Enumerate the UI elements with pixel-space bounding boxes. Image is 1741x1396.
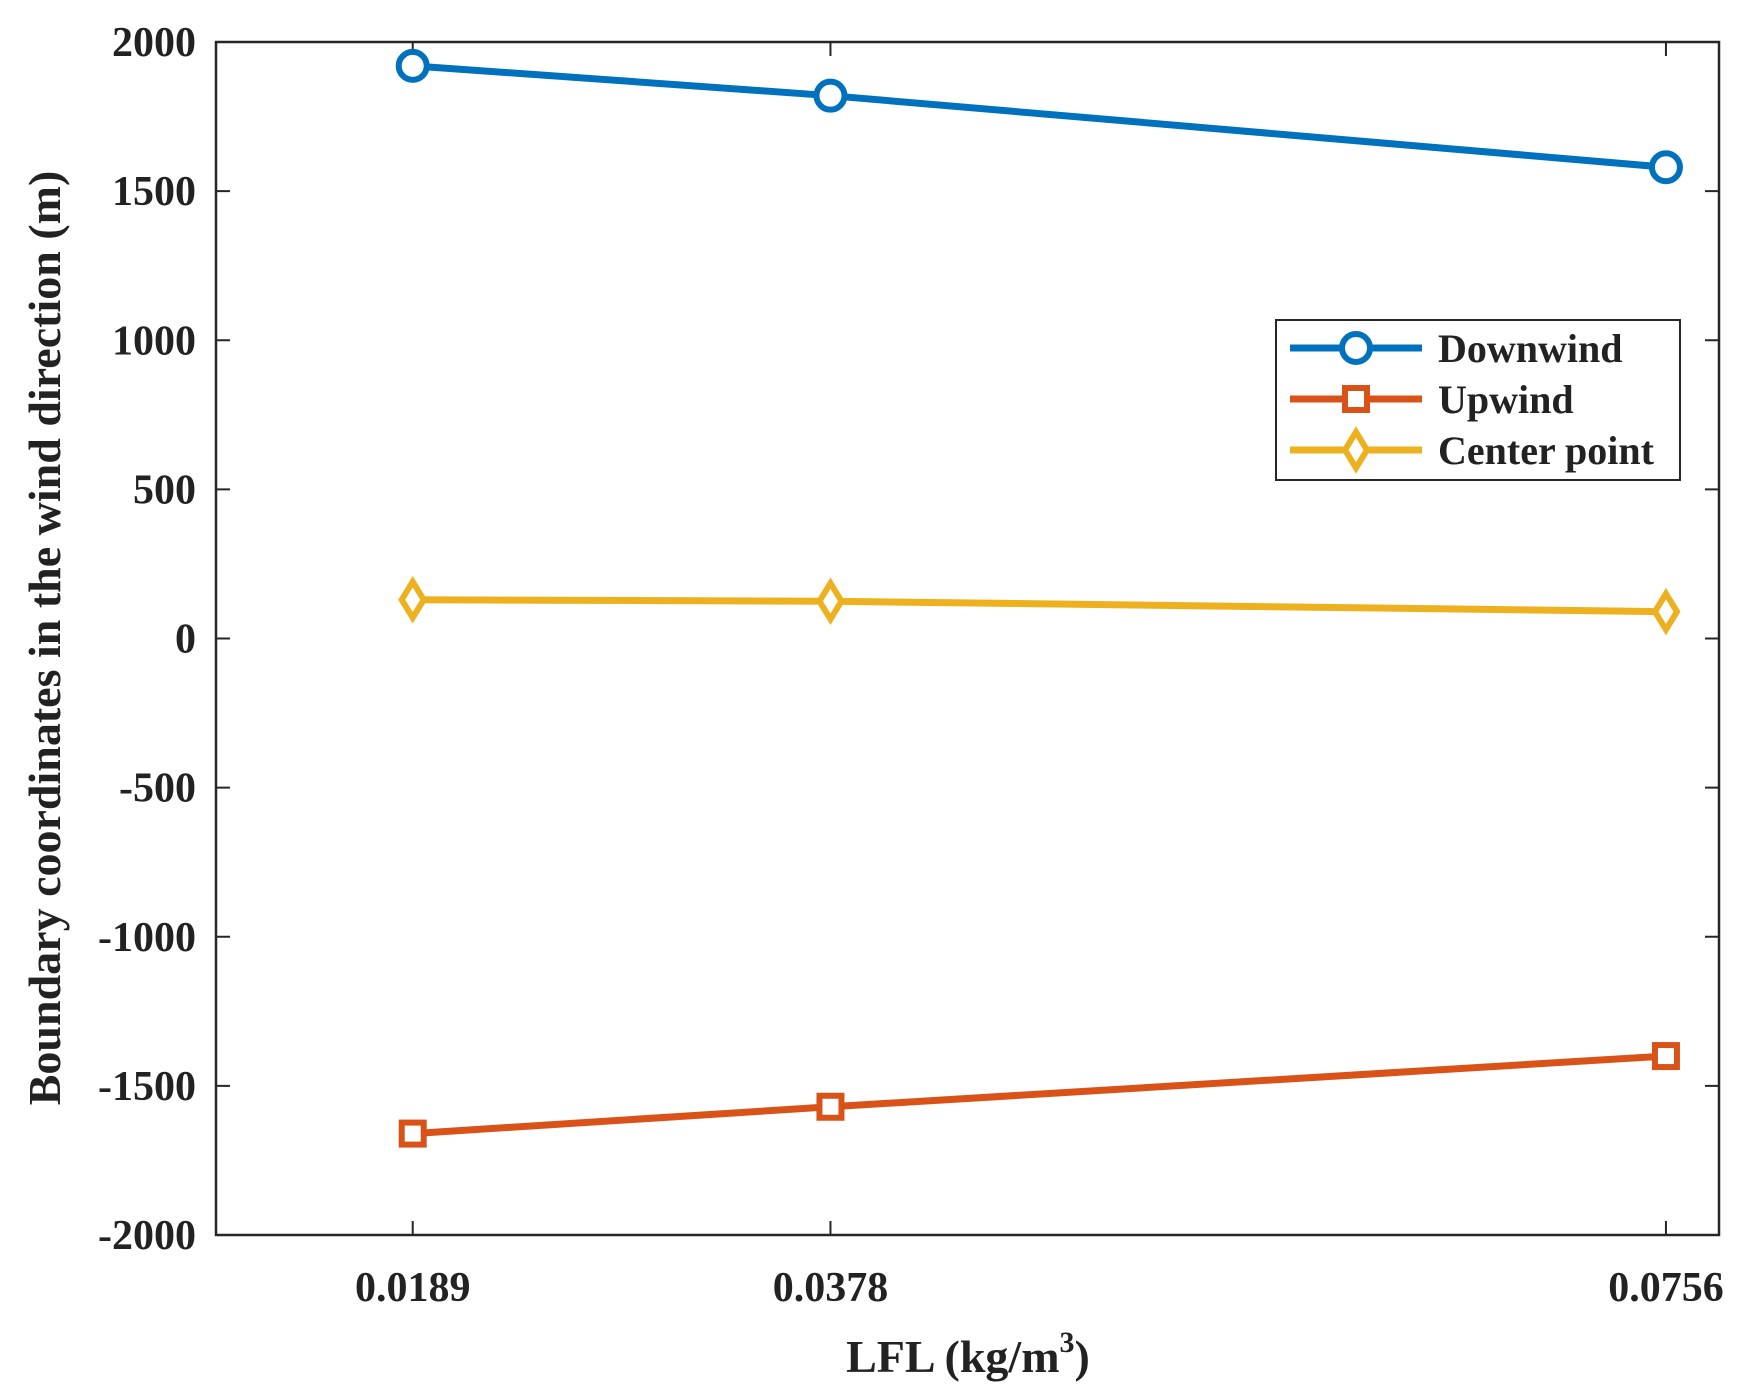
y-tick-label: -500 [119, 766, 196, 812]
y-tick-label: 2000 [112, 20, 196, 66]
data-point-upwind [398, 1119, 427, 1148]
y-tick-label: 1500 [112, 169, 196, 215]
legend-item-center-point: Center point [1290, 426, 1655, 474]
x-axis-label: LFL (kg/m3) [846, 1326, 1090, 1382]
x-tick-label: 0.0189 [355, 1265, 471, 1311]
series-layer [395, 48, 1683, 1148]
legend-label: Downwind [1438, 326, 1623, 371]
y-axis-label: Boundary coordinates in the wind directi… [19, 171, 70, 1106]
plot-area [214, 40, 1721, 1237]
y-tick-label: -2000 [98, 1213, 196, 1259]
legend-label: Center point [1438, 428, 1655, 473]
legend: Downwind Upwind Center point [1275, 319, 1681, 481]
y-tick-label: 500 [133, 467, 196, 513]
data-point-center-point [815, 577, 845, 625]
data-point-upwind [816, 1092, 845, 1121]
data-point-downwind [395, 48, 430, 83]
data-point-center-point [398, 575, 428, 624]
series-upwind [398, 1042, 1680, 1148]
y-tick-label: -1500 [98, 1064, 196, 1110]
legend-marker-diamond [1341, 426, 1371, 474]
data-point-center-point [1651, 587, 1681, 636]
series-center-point [398, 575, 1681, 636]
x-tick-label: 0.0378 [773, 1265, 889, 1311]
series-downwind [395, 48, 1683, 185]
y-tick-label: -1000 [98, 915, 196, 961]
data-point-downwind [1648, 150, 1683, 185]
x-axis: 0.0189 0.0378 0.0756 [355, 42, 1724, 1311]
data-point-downwind [813, 78, 848, 113]
y-tick-label: 1000 [112, 318, 196, 364]
legend-marker-square [1342, 385, 1370, 413]
legend-item-downwind: Downwind [1290, 326, 1623, 371]
y-tick-label: 0 [175, 617, 196, 663]
y-axis: 2000 1500 1000 500 0 -500 -1000 -1500 -2000 [98, 20, 1719, 1259]
x-tick-label: 0.0756 [1608, 1265, 1724, 1311]
data-point-upwind [1651, 1042, 1680, 1071]
legend-item-upwind: Upwind [1290, 377, 1574, 422]
legend-label: Upwind [1438, 377, 1574, 422]
legend-marker-circle [1339, 331, 1373, 365]
